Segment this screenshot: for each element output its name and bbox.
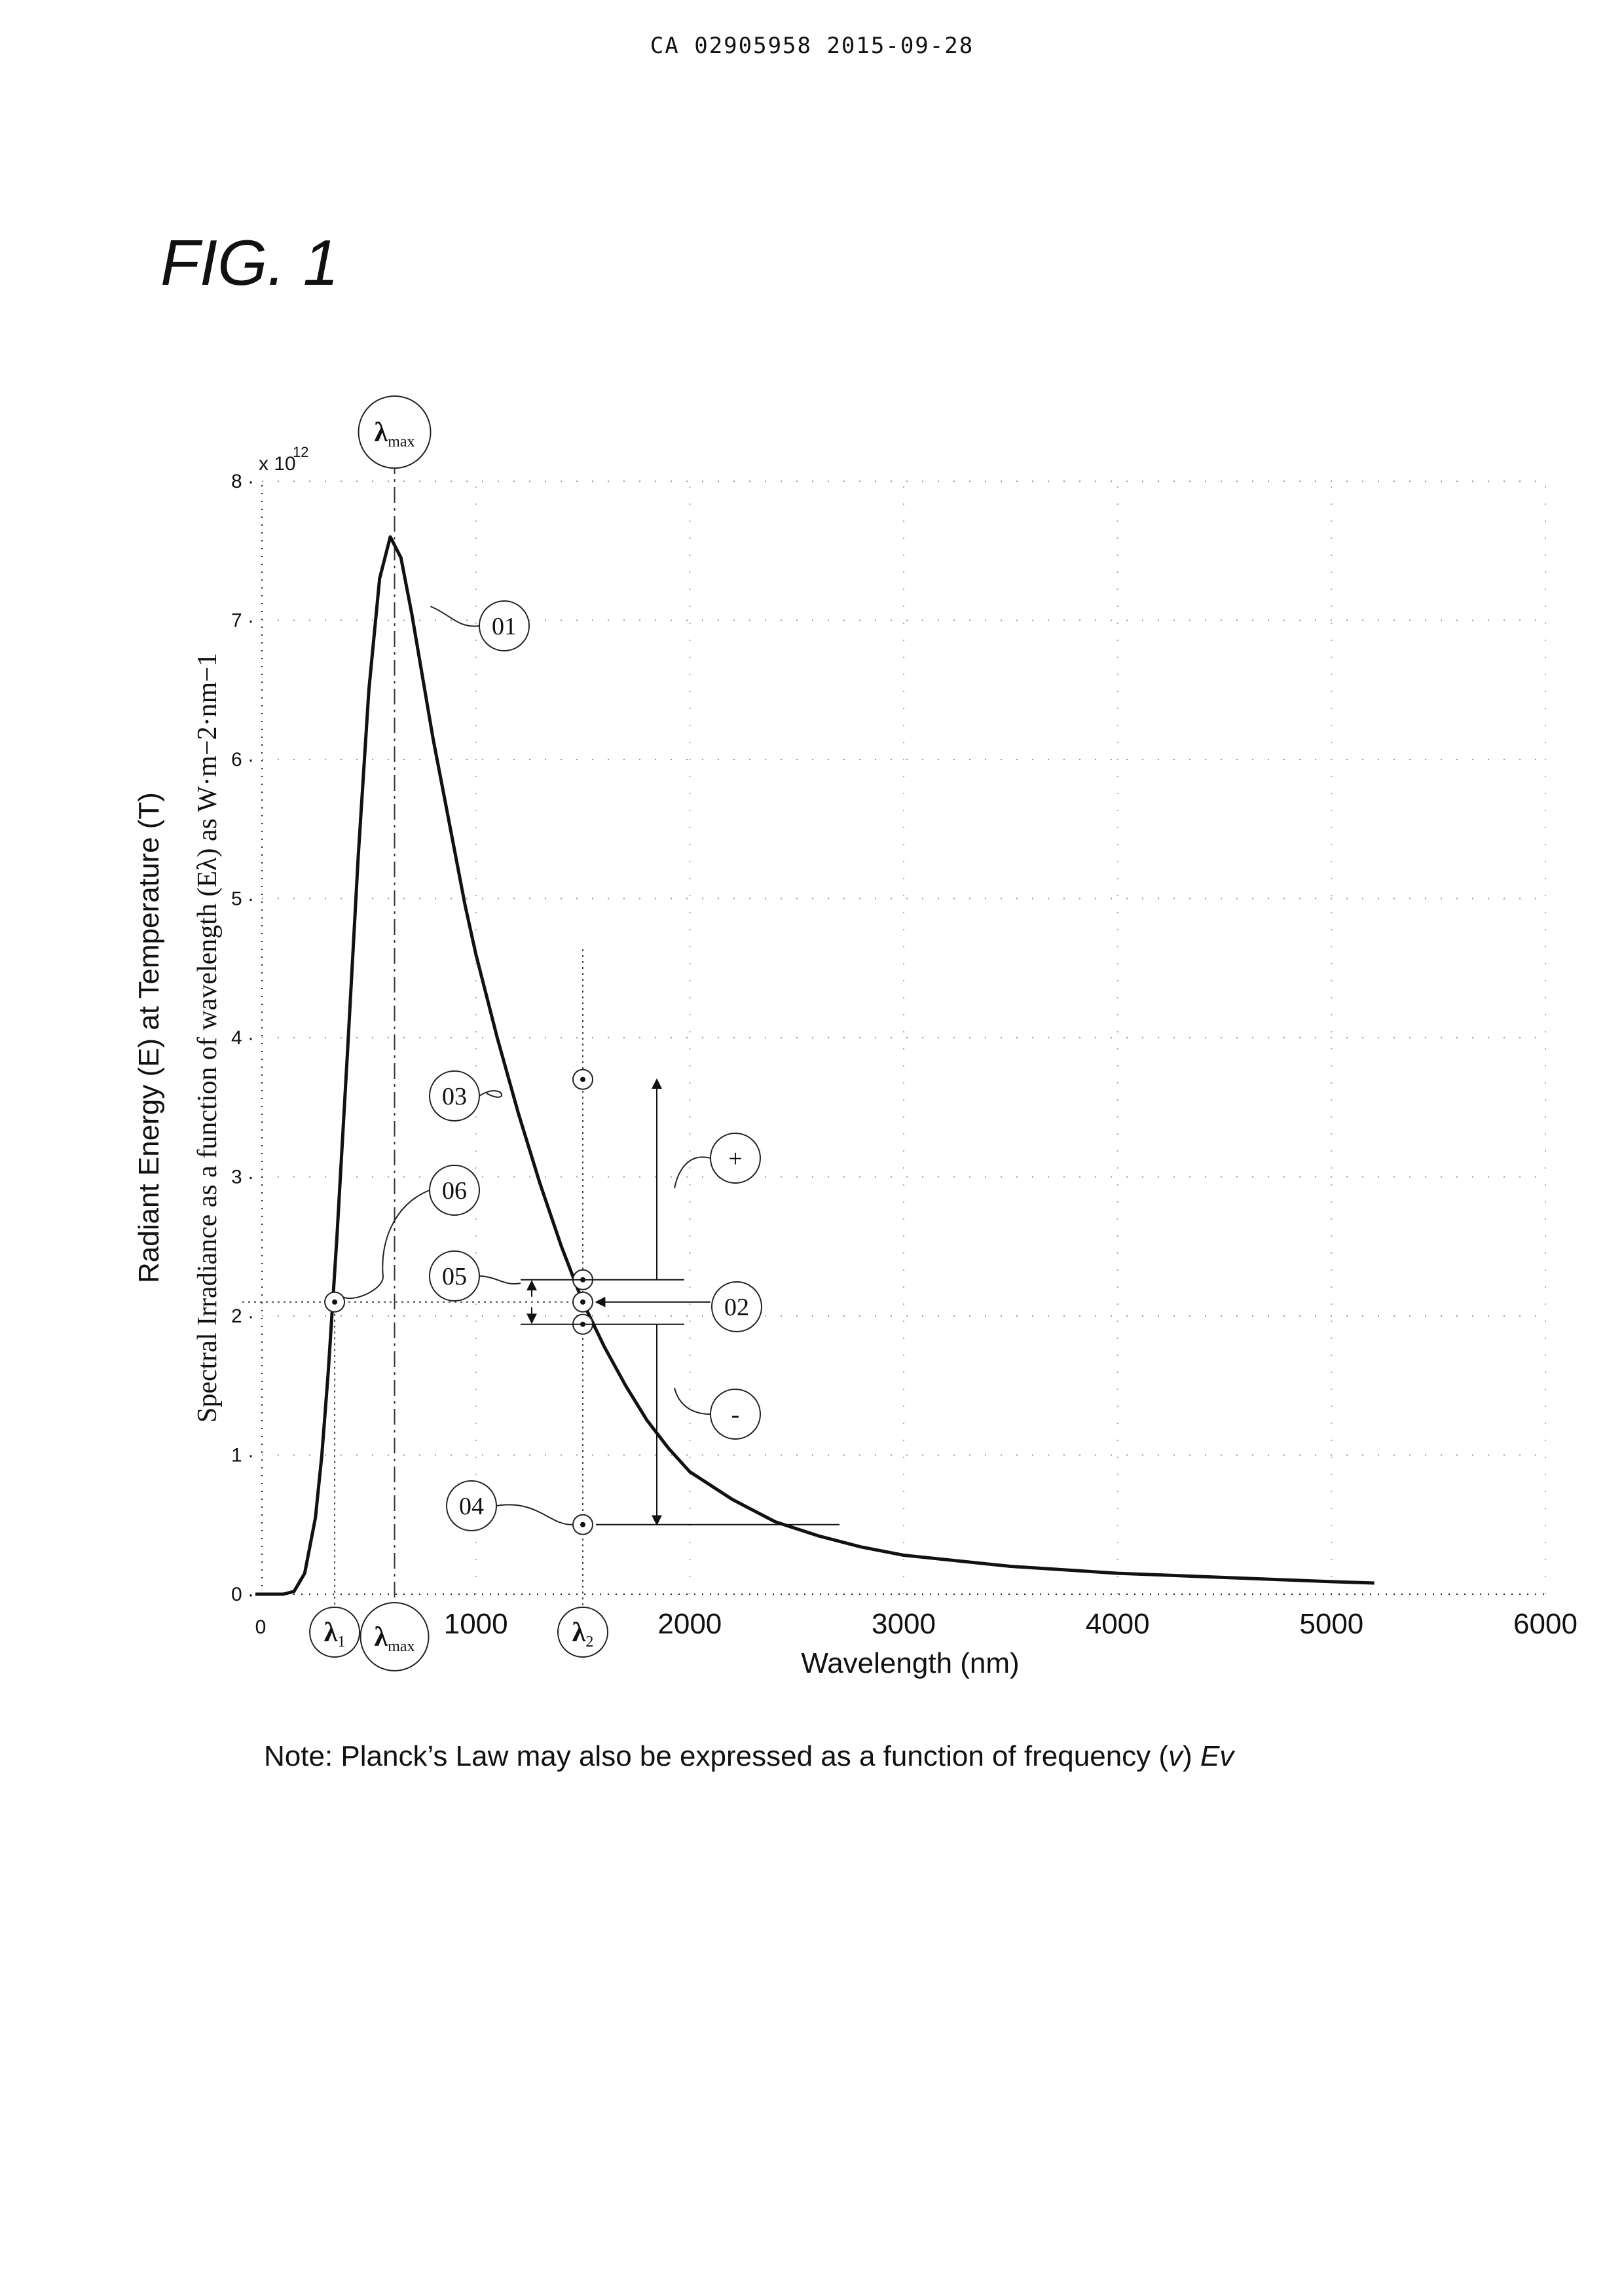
callout-05-label: 05: [442, 1263, 467, 1290]
callout-plus-label: +: [728, 1145, 742, 1173]
lambda-max-top-circle: [359, 396, 431, 468]
marker-04: [573, 1515, 593, 1535]
planck-curve: [262, 537, 1375, 1594]
marker-02-dot: [580, 1300, 585, 1305]
lambda-max-top-subscript: max: [388, 433, 415, 450]
marker-06-dot: [332, 1300, 337, 1305]
lambda1-bottom-subscript: 1: [337, 1633, 345, 1650]
lambda-max-bottom-circle: [361, 1603, 429, 1671]
annotations: 010306050204+-λmaxλ1λmaxλ2: [310, 396, 840, 1671]
callout-03-label: 03: [442, 1083, 467, 1110]
callout-05-leader: [479, 1276, 521, 1284]
callout-04-label: 04: [459, 1493, 484, 1520]
lambda2-bottom-symbol: λ: [572, 1618, 586, 1648]
y-axis-title-secondary: Spectral Irradiance as a function of wav…: [193, 653, 223, 1423]
y-tick-label-1: 1 ·: [231, 1445, 254, 1467]
x-tick-label-3000: 3000: [872, 1608, 936, 1640]
callout-01-label: 01: [492, 613, 517, 640]
lambda-max-bottom-symbol: λ: [375, 1622, 388, 1652]
planck-note: Note: Planck’s Law may also be expressed…: [264, 1740, 1234, 1773]
y-tick-label-5: 5 ·: [231, 888, 254, 910]
lambda-max-bottom-subscript: max: [388, 1638, 415, 1655]
y-tick-label-7: 7 ·: [231, 610, 254, 632]
x-tick-label-6000: 6000: [1513, 1608, 1578, 1640]
y-tick-label-0: 0 ·: [231, 1584, 254, 1605]
callout-minus-label: -: [731, 1401, 740, 1429]
y-axis-title-primary: Radiant Energy (E) at Temperature (T): [133, 792, 165, 1283]
x-axis-title: Wavelength (nm): [801, 1647, 1019, 1679]
x-tick-label-4000: 4000: [1086, 1608, 1150, 1640]
x-tick-label-5000: 5000: [1299, 1608, 1363, 1640]
note-nu: v: [1168, 1740, 1183, 1772]
curve-layer: [255, 537, 1375, 1594]
callout-01-leader: [431, 606, 479, 626]
y-tick-label-4: 4 ·: [231, 1027, 254, 1049]
y-multiplier: x 10: [259, 453, 296, 475]
grid: [262, 481, 1545, 1594]
callout-06-leader: [342, 1190, 430, 1298]
callout-02-label: 02: [724, 1294, 749, 1321]
lambda-max-top-symbol: λ: [375, 418, 388, 448]
guide-lines: [242, 458, 583, 1633]
x-tick-label-0: 0: [255, 1616, 267, 1638]
x-tick-label-2000: 2000: [657, 1608, 722, 1640]
callout-minus-leader: [674, 1388, 710, 1414]
callout-03-leader: [479, 1091, 502, 1097]
note-prefix: Note: Planck’s Law may also be expressed…: [264, 1740, 1168, 1772]
callout-06-label: 06: [442, 1177, 467, 1205]
marker-03-dot: [580, 1077, 585, 1082]
x-tick-label-1000: 1000: [444, 1608, 508, 1640]
marker-06: [325, 1292, 344, 1312]
y-tick-label-2: 2 ·: [231, 1305, 254, 1327]
marker-04-dot: [580, 1522, 585, 1527]
callout-plus-leader: [674, 1157, 710, 1188]
y-tick-label-8: 8 ·: [231, 471, 254, 492]
y-exponent: 12: [293, 444, 308, 460]
y-tick-label-6: 6 ·: [231, 749, 254, 771]
marker-02: [573, 1292, 593, 1312]
note-ev: Ev: [1200, 1740, 1234, 1772]
lambda2-bottom-subscript: 2: [585, 1633, 593, 1650]
marker-03: [573, 1070, 593, 1089]
note-middle: ): [1183, 1740, 1200, 1772]
y-tick-label-3: 3 ·: [231, 1167, 254, 1188]
callout-04-leader: [496, 1504, 572, 1524]
lambda1-bottom-symbol: λ: [324, 1618, 338, 1648]
